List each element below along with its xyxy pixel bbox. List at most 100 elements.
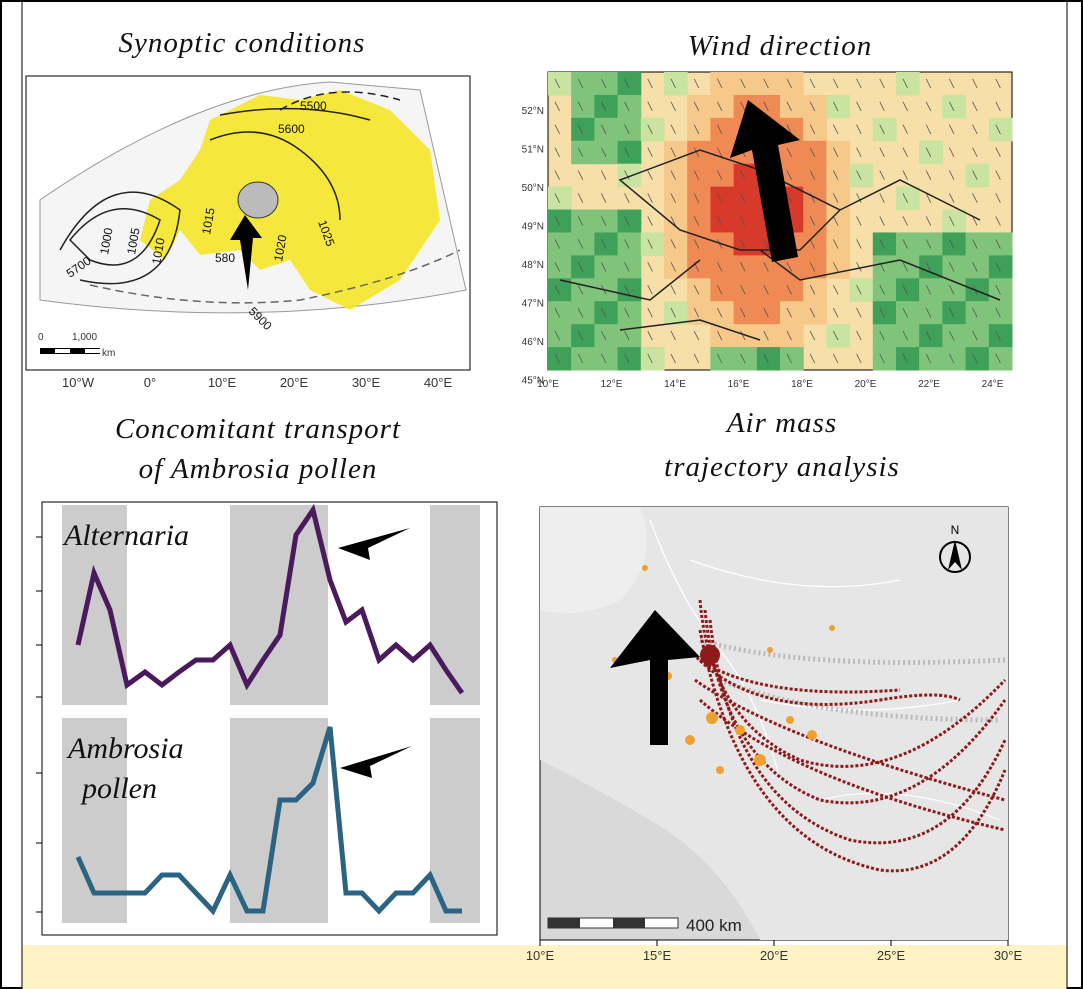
lat-label: 50°N [522,183,544,194]
wind-arrow [647,330,653,341]
lon-label: 10°E [526,948,555,963]
wind-cell [664,301,688,325]
wind-cell [849,278,874,302]
wind-cell [872,347,897,371]
wind-arrow [856,262,862,272]
wind-arrow [577,170,584,180]
wind-cell [664,186,688,211]
wind-arrow [577,262,584,272]
wind-arrow [670,170,676,180]
wind-arrow [856,147,862,157]
wind-arrow [925,147,932,157]
wind-cell [548,72,572,96]
wind-arrow [972,239,978,249]
wind-arrow [577,307,584,318]
wind-arrow [856,193,862,203]
wind-arrow [995,193,1001,203]
wind-arrow [879,216,885,226]
wind-arrow [833,193,839,203]
wind-arrow [949,262,955,272]
wind-arrow [833,307,839,318]
wind-arrow [809,307,816,318]
wind-arrow [624,262,630,272]
wind-cell [571,117,595,142]
wind-arrow [717,193,723,203]
wind-arrow [601,216,607,226]
wind-arrow [972,101,978,112]
wind-arrow [577,193,584,203]
wind-arrow [972,193,978,203]
wind-arrow [554,101,560,112]
wind-arrow [670,330,676,341]
wind-arrow [624,216,630,226]
wind-arrow [670,101,676,112]
wind-arrow [856,353,862,364]
wind-arrow [809,101,816,112]
wind-arrow [833,170,839,180]
wind-arrow [740,216,746,226]
wind-arrow [949,101,955,112]
wind-arrow [717,307,723,318]
wind-arrow [925,262,932,272]
wind-arrow [601,239,607,249]
wind-cell [803,140,827,165]
wind-arrow [624,101,630,112]
panel-title: Wind direction [688,30,873,62]
wind-cell [896,278,920,302]
wind-arrow [647,285,653,295]
wind-arrow [995,262,1001,272]
contour-label: 1015 [199,206,217,235]
wind-cell [617,163,642,188]
wind-cell [687,186,711,211]
contour-label: 5500 [300,99,327,113]
wind-arrow [925,353,932,364]
wind-arrow [995,216,1001,226]
lon-label: 0° [144,375,156,390]
wind-arrow [554,124,560,135]
wind-arrow [809,170,816,180]
caption-strip [22,945,1067,989]
wind-arrow [949,170,955,180]
wind-arrow [693,170,700,180]
wind-arrow [879,170,885,180]
wind-cell [548,278,572,302]
wind-arrow [717,101,723,112]
wind-cell [594,301,619,325]
wind-arrow [554,193,560,203]
wind-arrow [902,78,908,89]
wind-arrow [902,124,908,135]
wind-arrow [647,353,653,364]
wind-arrow [717,170,723,180]
wind-arrow [577,124,584,135]
wind-cell [548,324,572,348]
series-label: Ambrosia pollen [66,732,184,805]
wind-arrow [601,307,607,318]
wind-arrow [693,147,700,157]
wind-cell [548,186,572,211]
wind-arrow [554,330,560,341]
wind-arrow [856,78,862,89]
wind-arrow [972,170,978,180]
wind-cell [617,255,642,279]
wind-cell [896,72,920,96]
wind-cell [687,140,711,165]
wind-arrow [972,124,978,135]
wind-arrow [601,170,607,180]
wind-arrow [601,124,607,135]
wind-cell [826,94,851,119]
wind-cell [571,72,595,96]
trajectory-map [539,506,1009,941]
lon-label: 15°E [643,948,672,963]
wind-arrow [995,353,1001,364]
panel-title: Concomitant transport [115,413,401,445]
wind-arrow [670,147,676,157]
wind-arrow [717,147,723,157]
wind-cell [733,232,758,256]
wind-arrow [554,353,560,364]
wind-arrow [856,330,862,341]
wind-cell [803,278,827,302]
wind-cell [687,209,711,233]
wind-cell [594,232,619,256]
wind-cell [780,324,804,348]
wind-cell [733,301,758,325]
